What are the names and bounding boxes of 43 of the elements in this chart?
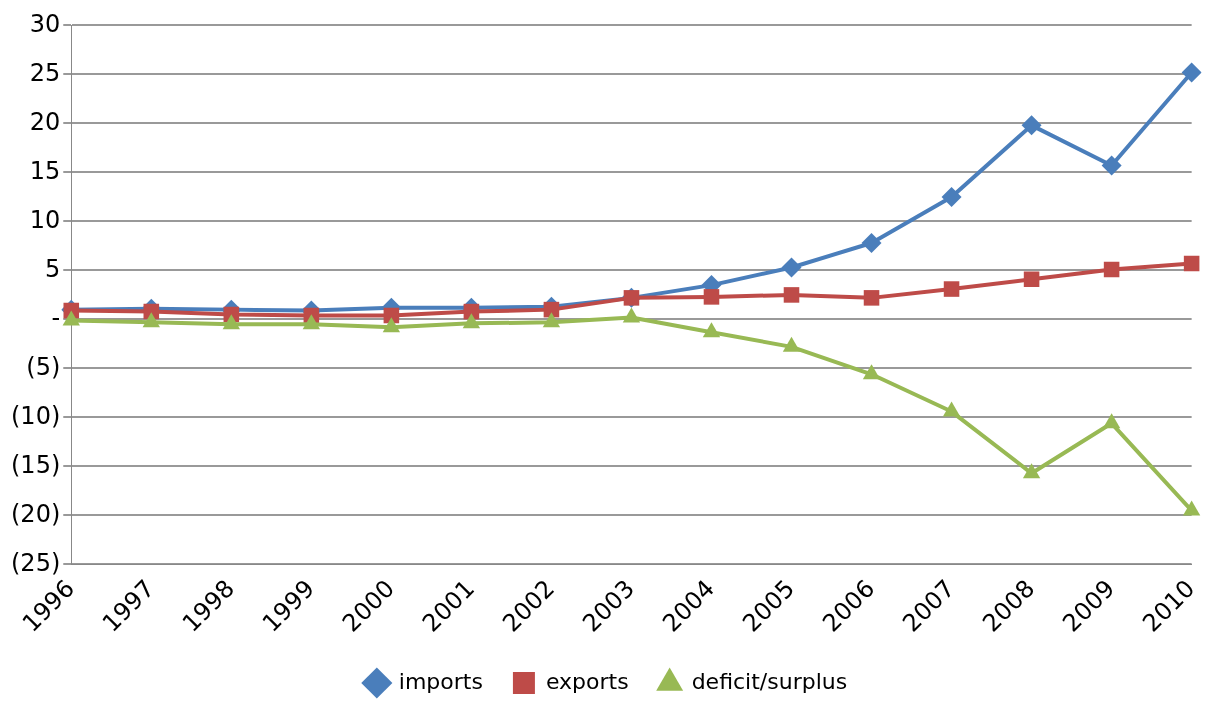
- y-tick-label: (5): [26, 352, 61, 381]
- y-tick-label: 10: [29, 205, 61, 234]
- point: [703, 289, 720, 305]
- y-tick-label: (25): [11, 548, 61, 577]
- point: [62, 310, 80, 326]
- point: [382, 317, 401, 333]
- point: [1023, 271, 1040, 288]
- y-tick-label: 20: [29, 107, 61, 136]
- point: [1182, 500, 1201, 516]
- point: [222, 314, 240, 330]
- point: [622, 307, 641, 323]
- point: [1103, 261, 1120, 278]
- point: [862, 364, 881, 380]
- y-tick-label: (15): [11, 450, 61, 479]
- y-tick-label: 5: [44, 254, 61, 283]
- point: [1102, 413, 1121, 429]
- legend-label: exports: [545, 668, 629, 694]
- point: [781, 257, 802, 278]
- point: [783, 287, 800, 303]
- legend-label: imports: [398, 668, 483, 694]
- y-tick-label: (10): [11, 401, 61, 430]
- point: [142, 312, 160, 328]
- point: [302, 314, 321, 330]
- y-tick-label: 25: [29, 58, 61, 87]
- point: [1183, 255, 1200, 272]
- y-tick-label: 30: [29, 9, 61, 38]
- point: [1021, 115, 1042, 136]
- y-tick-label: (20): [11, 499, 61, 528]
- point: [1101, 155, 1122, 176]
- y-tick-label: -: [51, 303, 61, 332]
- point: [941, 186, 962, 207]
- legend-label: deficit/surplus: [691, 668, 848, 694]
- point: [1022, 463, 1041, 479]
- point: [782, 336, 801, 352]
- y-tick-label: 15: [29, 156, 61, 185]
- point: [542, 312, 561, 328]
- point: [1181, 62, 1202, 83]
- point: [861, 232, 882, 253]
- point: [702, 322, 721, 338]
- point: [942, 401, 961, 417]
- point: [863, 290, 880, 306]
- point: [943, 281, 960, 297]
- point: [462, 313, 481, 329]
